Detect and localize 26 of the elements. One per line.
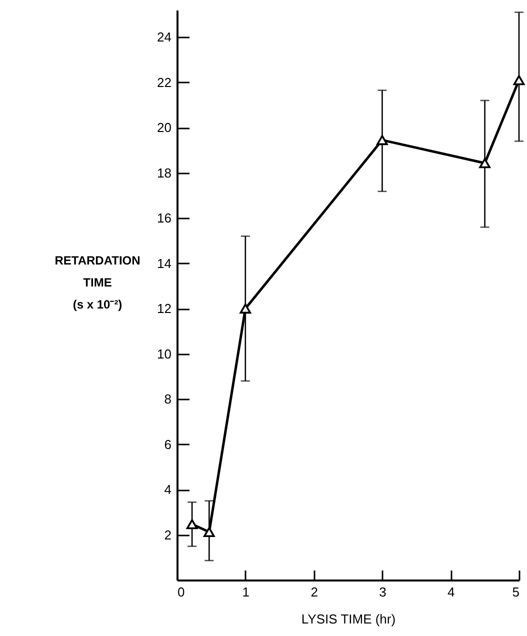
x-tick-label: 0 — [178, 584, 185, 600]
x-axis-title: LYSIS TIME (hr) — [301, 612, 396, 626]
y-axis-title: RETARDATION TIME (s x 10⁻²) — [54, 254, 140, 312]
y-tick-label: 24 — [157, 30, 172, 45]
point — [376, 135, 388, 146]
y-tick-label: 8 — [164, 392, 172, 407]
y-tick-label: 10 — [157, 346, 172, 362]
x-tick-label: 4 — [447, 584, 455, 600]
point — [479, 158, 490, 168]
x-tick-label: 3 — [379, 584, 386, 600]
y-tick-label: 20 — [157, 120, 172, 136]
point — [513, 75, 525, 86]
x-tick-label: 2 — [310, 584, 318, 600]
x-tick-label: 1 — [242, 584, 250, 600]
y-tick-label: 6 — [164, 436, 172, 452]
point — [240, 304, 252, 314]
y-tick-label: 4 — [164, 482, 172, 498]
point — [186, 519, 198, 530]
y-tick-label: 12 — [157, 301, 172, 316]
y-tick-label: 16 — [157, 210, 172, 226]
point — [204, 527, 215, 538]
y-tick-label: 2 — [164, 527, 172, 542]
x-tick-label: 5 — [512, 584, 520, 600]
y-tick-label: 18 — [157, 165, 172, 180]
y-tick-label: 22 — [157, 74, 172, 90]
y-tick-label: 14 — [157, 256, 172, 271]
